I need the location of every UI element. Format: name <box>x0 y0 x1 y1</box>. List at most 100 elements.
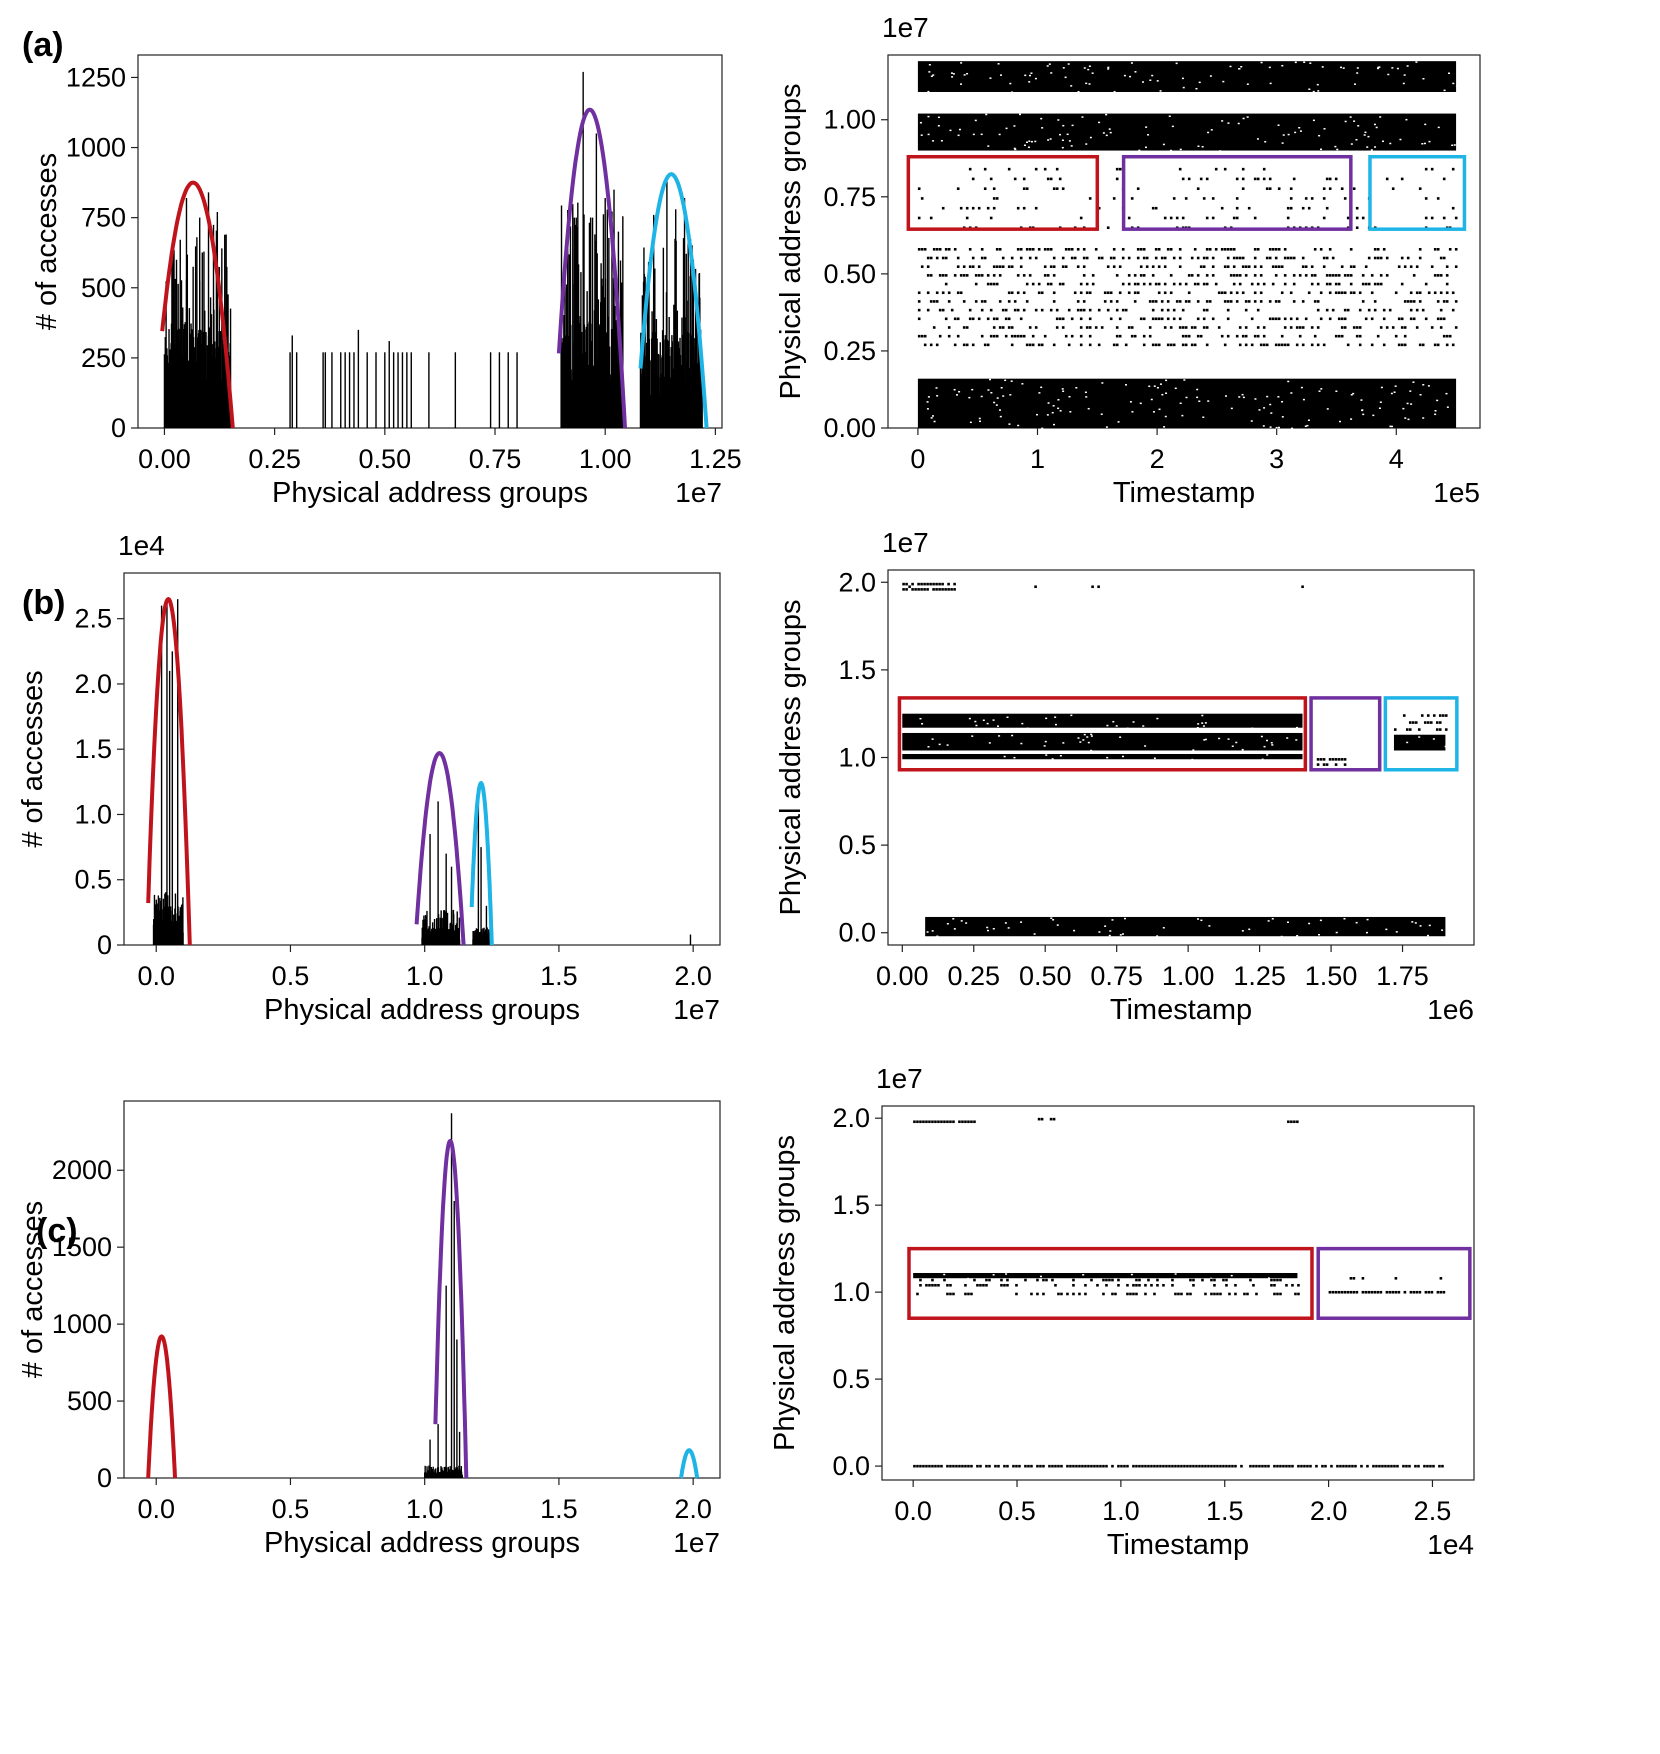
scatter-gap <box>1419 925 1422 927</box>
x-tick-label: 0.5 <box>272 961 310 991</box>
scatter-gap <box>985 113 988 116</box>
scatter-gap <box>1261 758 1264 761</box>
scatter-point <box>1052 343 1056 347</box>
scatter-gap <box>1175 62 1178 65</box>
scatter-point <box>1252 1283 1255 1287</box>
scatter-point <box>1075 1464 1078 1468</box>
fit-curve-red <box>146 1334 177 1479</box>
scatter-point <box>1076 308 1080 312</box>
scatter-point <box>1328 282 1332 286</box>
scatter-gap <box>1374 146 1377 148</box>
y-tick-label: 0 <box>111 413 126 443</box>
y-tick-label: 0.50 <box>823 259 876 289</box>
scatter-point <box>1309 1464 1312 1468</box>
scatter-point <box>1168 1464 1171 1468</box>
scatter-gap <box>1242 396 1245 399</box>
scatter-gap <box>1361 409 1364 411</box>
scatter-gap <box>1108 934 1111 937</box>
scatter-gap <box>1353 83 1356 85</box>
scatter-point <box>1286 256 1290 260</box>
scatter-point <box>1118 317 1122 321</box>
scatter-gap <box>1196 388 1199 391</box>
scatter-gap <box>932 74 935 76</box>
y-tick-label: 1500 <box>52 1232 112 1262</box>
scatter-point <box>1013 177 1017 181</box>
scatter-point <box>1072 1464 1075 1468</box>
scatter-point <box>920 588 923 591</box>
scatter-point <box>1001 308 1005 312</box>
scatter-point <box>1313 334 1317 338</box>
scatter-point <box>1250 282 1254 286</box>
scatter-point <box>1178 300 1182 303</box>
scatter-gap <box>1309 62 1312 64</box>
scatter-point <box>1337 758 1341 761</box>
scatter-point <box>1268 177 1272 181</box>
scatter-point <box>1043 274 1047 277</box>
scatter-point <box>1171 1464 1174 1468</box>
scatter-point <box>1105 1278 1108 1282</box>
scatter-point <box>1252 1464 1255 1468</box>
scatter-point <box>1442 216 1446 220</box>
chart-a-histogram: 0.00 0.25 0.50 0.75 1.00 1.250250500750100012… <box>31 54 742 509</box>
scatter-point <box>1160 300 1164 303</box>
scatter-point <box>1409 265 1413 268</box>
scatter-point <box>992 334 996 338</box>
scatter-point <box>1241 256 1245 260</box>
scatter-point <box>1223 343 1227 347</box>
scatter-point <box>931 1120 934 1124</box>
scatter-point <box>922 1120 925 1124</box>
scatter-point <box>1373 300 1377 303</box>
plot-frame <box>137 54 723 429</box>
scatter-point <box>1372 1464 1375 1468</box>
scatter-point <box>1205 177 1209 181</box>
scatter-point <box>1133 300 1137 303</box>
scatter-gap <box>1150 398 1153 401</box>
scatter-point <box>917 216 921 220</box>
scatter-point <box>1439 274 1443 277</box>
scatter-point <box>1234 1283 1237 1287</box>
x-axis-label: Timestamp <box>1113 477 1255 509</box>
scatter-point <box>1016 334 1020 338</box>
scatter-point <box>1235 274 1239 277</box>
scatter-point <box>1024 1464 1027 1468</box>
scatter-point <box>980 256 984 260</box>
scatter-point <box>1085 291 1089 295</box>
scatter-point <box>1316 343 1320 347</box>
scatter-point <box>1166 248 1170 251</box>
scatter-point <box>1349 248 1353 251</box>
scatter-gap <box>919 121 922 124</box>
scatter-point <box>1208 248 1212 251</box>
scatter-gap <box>972 133 975 136</box>
scatter-gap <box>933 420 936 423</box>
scatter-point <box>1138 1278 1141 1282</box>
scatter-point <box>971 256 975 260</box>
scatter-point <box>1259 274 1263 277</box>
scatter-point <box>1181 343 1185 347</box>
scatter-gap <box>998 735 1001 737</box>
scatter-point <box>944 282 948 286</box>
fit-curve-red <box>160 180 235 429</box>
scatter-point <box>1058 282 1062 286</box>
scatter-point <box>1049 308 1053 312</box>
scatter-gap <box>1052 423 1055 426</box>
scatter-point <box>932 300 936 303</box>
scatter-gap <box>1026 727 1029 730</box>
scatter-point <box>977 206 981 210</box>
scatter-point <box>1106 308 1110 312</box>
scatter-point <box>1223 248 1227 251</box>
scatter-point <box>917 317 921 321</box>
scatter-point <box>1043 265 1047 268</box>
scatter-gap <box>1070 85 1073 87</box>
scatter-point <box>1109 300 1113 303</box>
scatter-gap <box>1090 733 1093 736</box>
y-tick-label: 2.0 <box>74 669 112 699</box>
scatter-point <box>1210 1292 1213 1296</box>
scatter-gap <box>1268 66 1271 69</box>
scatter-point <box>1034 585 1037 589</box>
fit-curve-purple <box>414 750 466 946</box>
scatter-point <box>1337 274 1341 277</box>
y-multiplier: 1e4 <box>118 530 165 561</box>
scatter-gap <box>960 62 963 64</box>
scatter-point <box>1013 300 1017 303</box>
scatter-gap <box>1010 91 1013 93</box>
